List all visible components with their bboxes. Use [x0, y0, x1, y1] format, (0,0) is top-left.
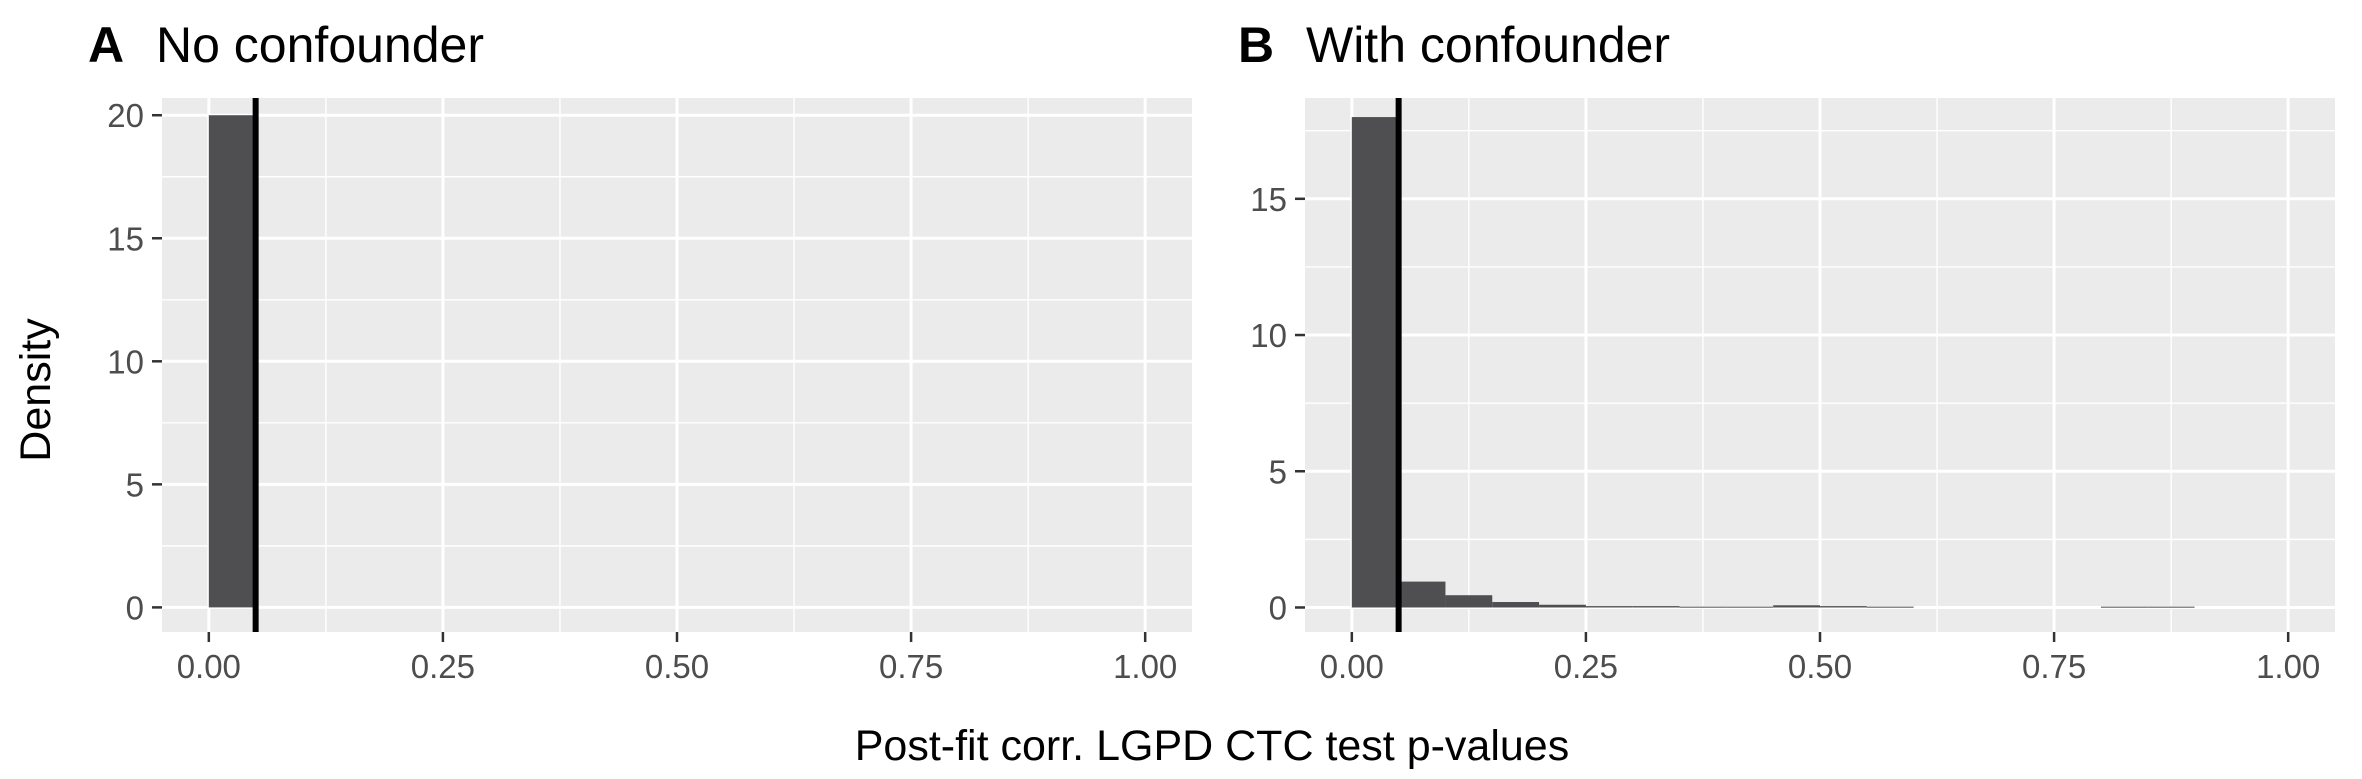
y-tick-label: 15 — [1250, 181, 1287, 218]
y-axis-title: Density — [12, 318, 60, 462]
histogram-bar — [1726, 606, 1774, 608]
y-tick-label: 10 — [107, 343, 144, 380]
x-tick-label: 0.00 — [177, 648, 241, 685]
y-tick-label: 10 — [1250, 317, 1287, 354]
y-tick-label: 0 — [1269, 589, 1287, 626]
histogram-bar — [1866, 606, 1914, 608]
histogram-bar — [1632, 606, 1680, 608]
y-tick-label: 0 — [126, 589, 144, 626]
x-tick-label: 0.00 — [1320, 648, 1384, 685]
y-tick-label: 20 — [107, 97, 144, 134]
x-tick-label: 0.75 — [879, 648, 943, 685]
x-tick-label: 0.50 — [645, 648, 709, 685]
x-tick-label: 0.25 — [1554, 648, 1618, 685]
histogram-bar — [1351, 117, 1399, 608]
panel-b: 0.00 0.25 0.50 0.75 1.00 0 5 10 15 B With confound… — [1238, 17, 2335, 685]
x-tick-label: 1.00 — [2256, 648, 2320, 685]
panel-title: No confounder — [156, 17, 484, 73]
y-tick-label: 5 — [1269, 453, 1287, 490]
histogram-bar — [1539, 604, 1586, 608]
x-tick-label: 1.00 — [1113, 648, 1177, 685]
panel-a: 0.00 0.25 0.50 0.75 1.00 0 5 10 15 20 A No confound… — [88, 17, 1192, 685]
histogram-bar — [1585, 606, 1633, 608]
histogram-bar — [1445, 595, 1493, 608]
panel-letter: A — [88, 17, 124, 73]
histogram-bar — [1679, 606, 1727, 608]
panel-title: With confounder — [1306, 17, 1670, 73]
x-tick-label: 0.75 — [2022, 648, 2086, 685]
histogram-bar — [1492, 602, 1540, 608]
histogram-bar — [208, 115, 256, 608]
x-tick-label: 0.25 — [411, 648, 475, 685]
x-tick-label: 0.50 — [1788, 648, 1852, 685]
y-tick-label: 15 — [107, 220, 144, 257]
y-tick-label: 5 — [126, 466, 144, 503]
histogram-bar — [2100, 606, 2148, 608]
histogram-bar — [1773, 605, 1820, 608]
histogram-bar — [2147, 606, 2195, 608]
histogram-bar — [1398, 581, 1446, 608]
histogram-bar — [1820, 606, 1867, 608]
panel-letter: B — [1238, 17, 1274, 73]
x-axis-title: Post-fit corr. LGPD CTC test p-values — [855, 722, 1569, 770]
